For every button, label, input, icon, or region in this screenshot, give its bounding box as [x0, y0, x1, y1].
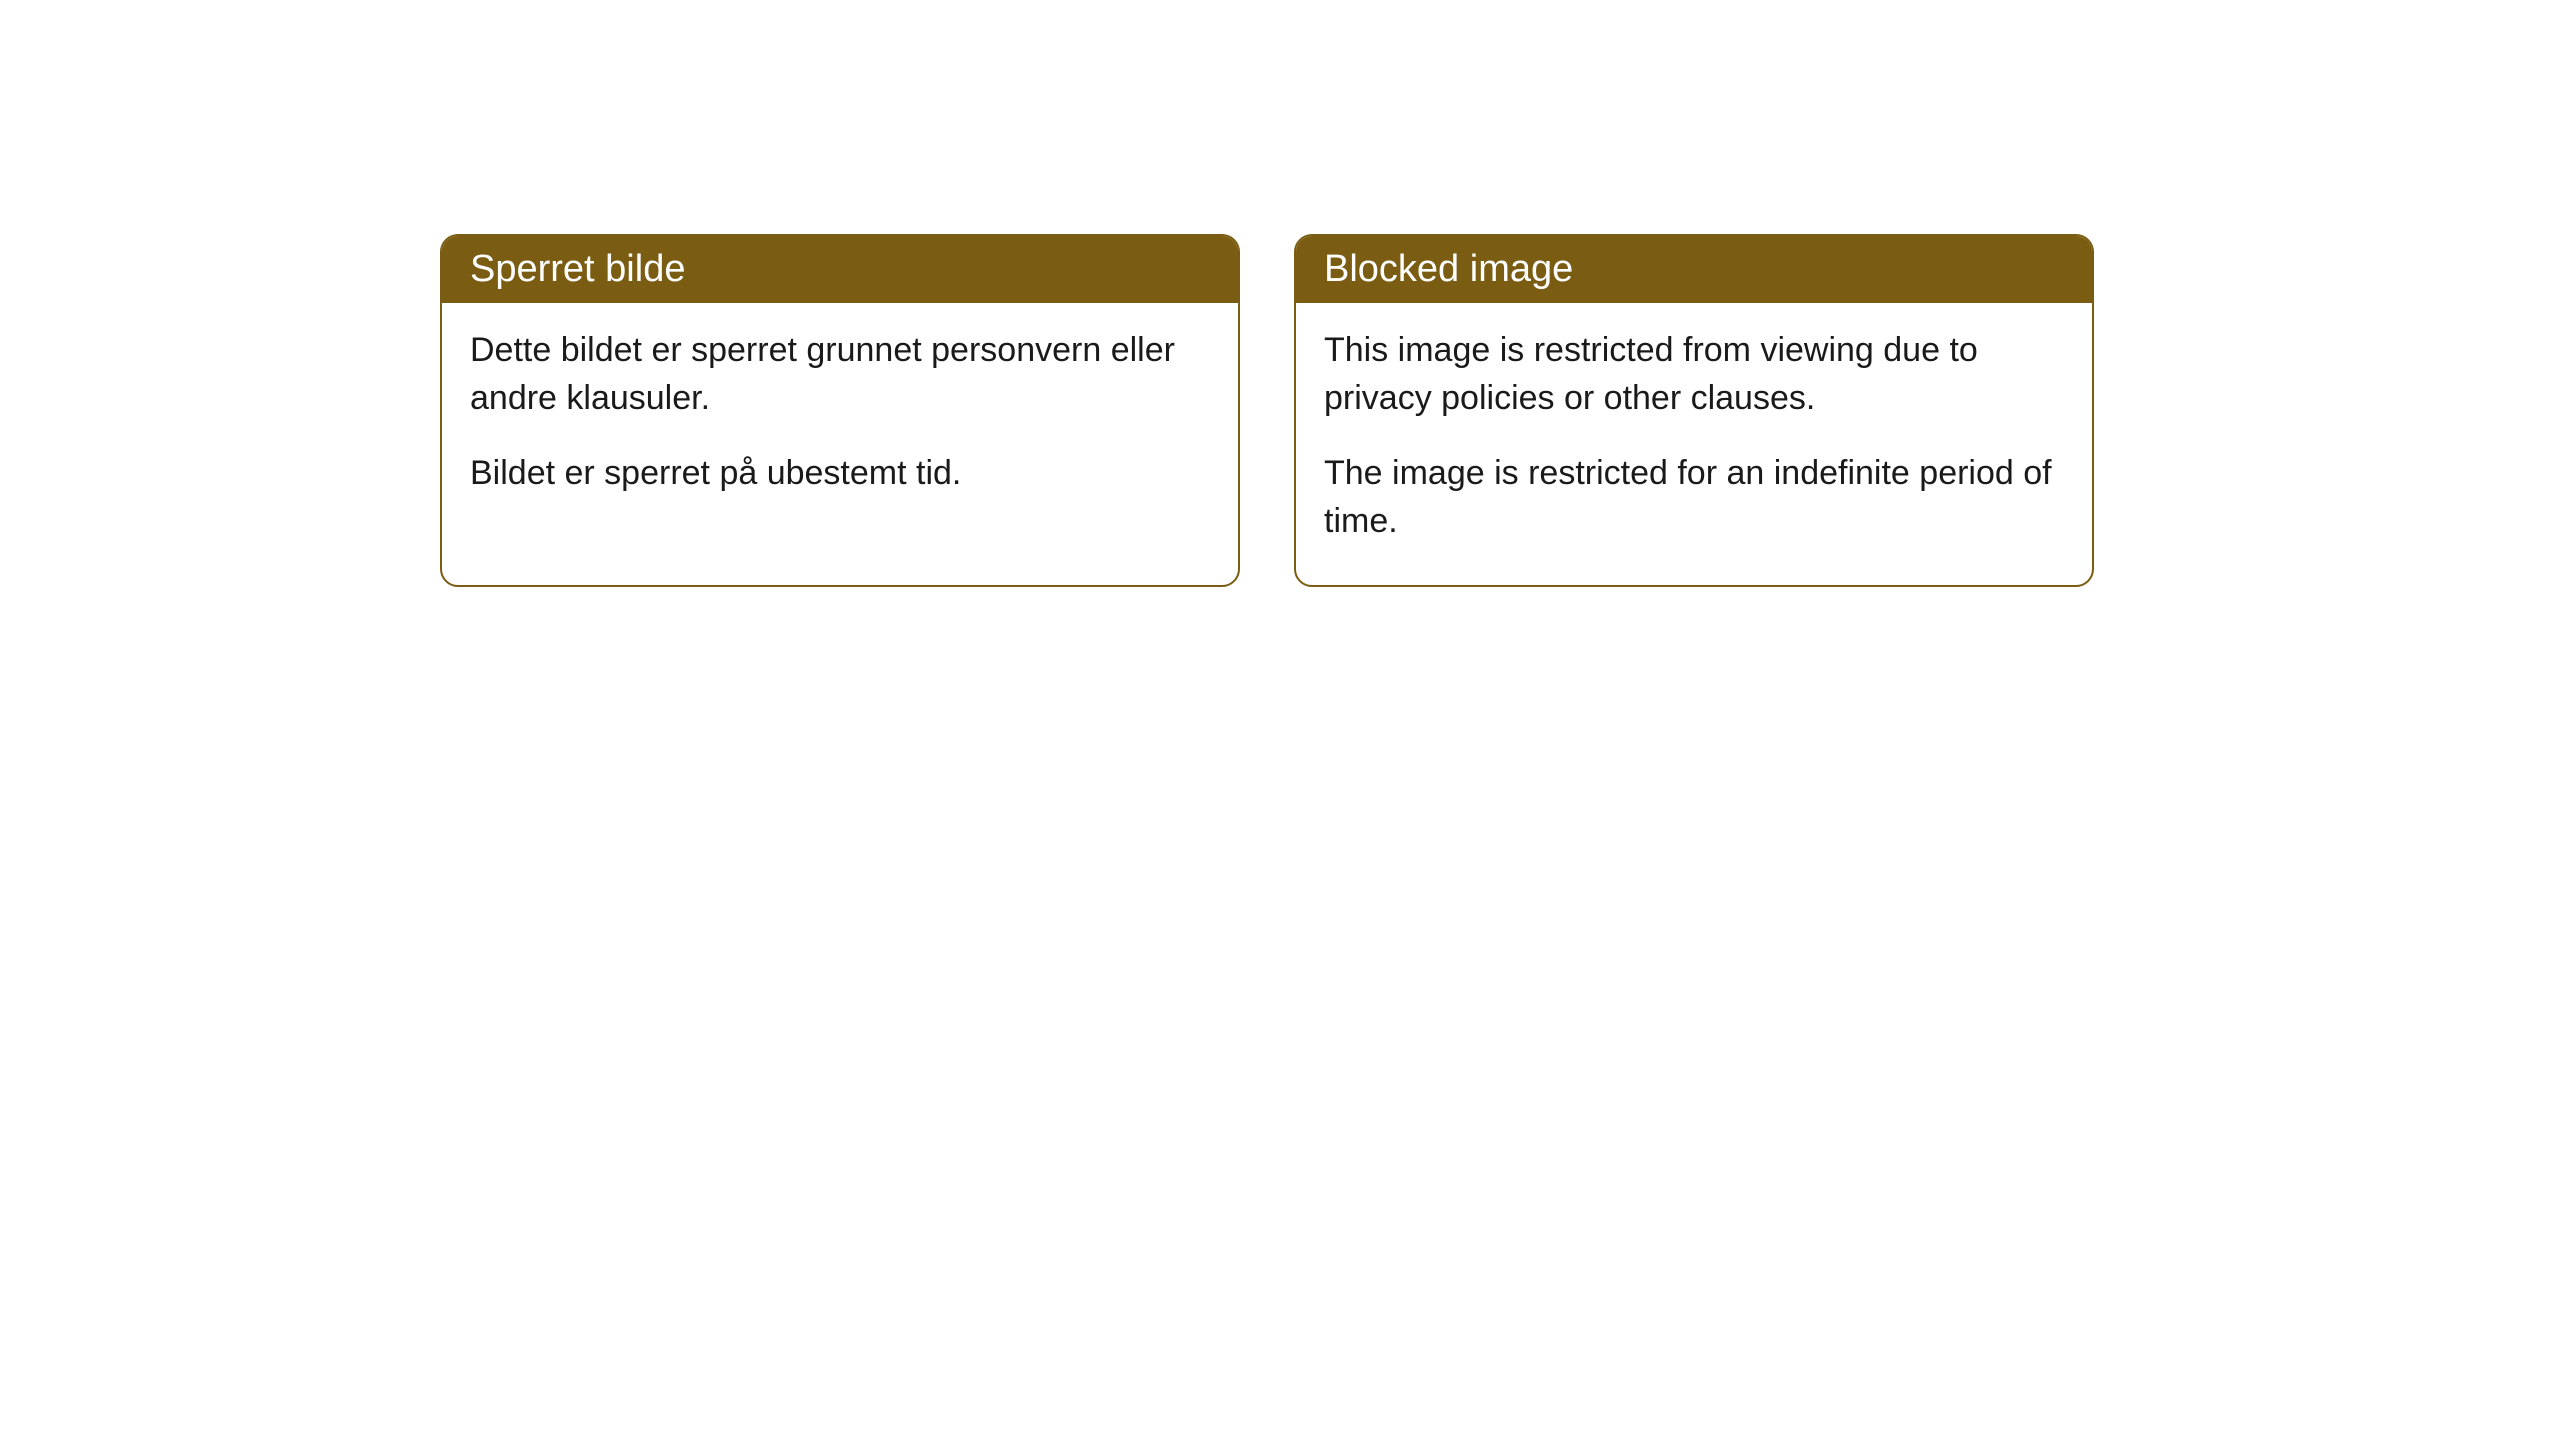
notice-card-english: Blocked image This image is restricted f… — [1294, 234, 2094, 587]
card-header: Sperret bilde — [442, 236, 1238, 303]
card-body: Dette bildet er sperret grunnet personve… — [442, 303, 1238, 538]
card-paragraph: The image is restricted for an indefinit… — [1324, 450, 2064, 545]
card-paragraph: Bildet er sperret på ubestemt tid. — [470, 450, 1210, 498]
card-title: Sperret bilde — [470, 248, 685, 290]
notice-cards-container: Sperret bilde Dette bildet er sperret gr… — [440, 234, 2094, 587]
card-paragraph: Dette bildet er sperret grunnet personve… — [470, 327, 1210, 422]
card-title: Blocked image — [1324, 248, 1573, 290]
notice-card-norwegian: Sperret bilde Dette bildet er sperret gr… — [440, 234, 1240, 587]
card-body: This image is restricted from viewing du… — [1296, 303, 2092, 585]
card-header: Blocked image — [1296, 236, 2092, 303]
card-paragraph: This image is restricted from viewing du… — [1324, 327, 2064, 422]
